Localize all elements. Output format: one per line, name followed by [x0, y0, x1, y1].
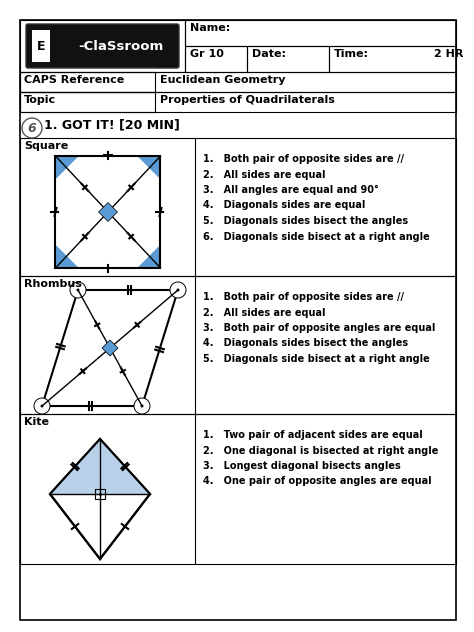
Bar — [95, 489, 105, 499]
Polygon shape — [55, 245, 79, 268]
Polygon shape — [55, 245, 79, 268]
Text: Kite: Kite — [24, 417, 49, 427]
Text: -ClaSsroom: -ClaSsroom — [78, 39, 163, 52]
Bar — [185, 46, 247, 72]
Text: 3.   Longest diagonal bisects angles: 3. Longest diagonal bisects angles — [203, 461, 401, 471]
Text: Properties of Quadrilaterals: Properties of Quadrilaterals — [160, 95, 335, 105]
Polygon shape — [137, 245, 161, 268]
Text: 2.   All sides are equal: 2. All sides are equal — [203, 169, 326, 179]
Polygon shape — [55, 156, 79, 179]
Bar — [20, 92, 456, 112]
Text: CAPS Reference: CAPS Reference — [24, 75, 124, 85]
Polygon shape — [50, 439, 150, 559]
Circle shape — [34, 398, 50, 414]
Circle shape — [140, 404, 144, 408]
Text: 2.   One diagonal is bisected at right angle: 2. One diagonal is bisected at right ang… — [203, 446, 438, 456]
Circle shape — [40, 404, 44, 408]
Bar — [20, 276, 456, 414]
Text: E: E — [36, 39, 45, 52]
Text: 6.   Diagonals side bisect at a right angle: 6. Diagonals side bisect at a right angl… — [203, 231, 430, 241]
Text: 2 HR: 2 HR — [434, 49, 464, 59]
Bar — [20, 92, 155, 112]
Text: 3.   Both pair of opposite angles are equal: 3. Both pair of opposite angles are equa… — [203, 323, 436, 333]
Circle shape — [76, 288, 80, 291]
Text: Euclidean Geometry: Euclidean Geometry — [160, 75, 285, 85]
Text: 1.   Both pair of opposite sides are //: 1. Both pair of opposite sides are // — [203, 292, 404, 302]
Bar — [20, 72, 456, 92]
Polygon shape — [42, 290, 178, 406]
Text: 2.   All sides are equal: 2. All sides are equal — [203, 308, 326, 317]
Text: 1.   Two pair of adjacent sides are equal: 1. Two pair of adjacent sides are equal — [203, 430, 423, 440]
Bar — [20, 20, 185, 72]
Polygon shape — [50, 439, 150, 494]
Text: 4.   Diagonals sides are equal: 4. Diagonals sides are equal — [203, 200, 365, 210]
Bar — [20, 414, 456, 564]
FancyBboxPatch shape — [26, 24, 179, 68]
Bar — [329, 46, 456, 72]
Circle shape — [70, 282, 86, 298]
Polygon shape — [99, 202, 118, 221]
Bar — [32, 30, 50, 62]
Circle shape — [176, 288, 180, 291]
Text: Topic: Topic — [24, 95, 56, 105]
Text: 1. GOT IT! [20 MIN]: 1. GOT IT! [20 MIN] — [44, 118, 180, 131]
Polygon shape — [55, 156, 79, 179]
Polygon shape — [102, 340, 118, 356]
Bar — [20, 138, 456, 276]
Text: 3.   All angles are equal and 90°: 3. All angles are equal and 90° — [203, 185, 379, 195]
Text: Time:: Time: — [334, 49, 369, 59]
Polygon shape — [50, 439, 150, 494]
Circle shape — [170, 282, 186, 298]
Text: 6: 6 — [27, 121, 36, 135]
Text: Square: Square — [24, 141, 68, 151]
Text: 5.   Diagonals side bisect at a right angle: 5. Diagonals side bisect at a right angl… — [203, 354, 430, 364]
Bar — [20, 72, 155, 92]
Text: 4.   Diagonals sides bisect the angles: 4. Diagonals sides bisect the angles — [203, 339, 408, 348]
Text: Date:: Date: — [252, 49, 286, 59]
Circle shape — [134, 398, 150, 414]
Text: 1.   Both pair of opposite sides are //: 1. Both pair of opposite sides are // — [203, 154, 404, 164]
Polygon shape — [137, 156, 161, 179]
Text: Rhombus: Rhombus — [24, 279, 82, 289]
Text: 5.   Diagonals sides bisect the angles: 5. Diagonals sides bisect the angles — [203, 216, 408, 226]
Text: Name:: Name: — [190, 23, 230, 33]
Bar — [185, 20, 456, 46]
Polygon shape — [137, 156, 161, 179]
Text: 4.   One pair of opposite angles are equal: 4. One pair of opposite angles are equal — [203, 477, 432, 487]
Polygon shape — [137, 245, 161, 268]
Text: Gr 10: Gr 10 — [190, 49, 224, 59]
Polygon shape — [55, 156, 161, 268]
Bar — [247, 46, 329, 72]
